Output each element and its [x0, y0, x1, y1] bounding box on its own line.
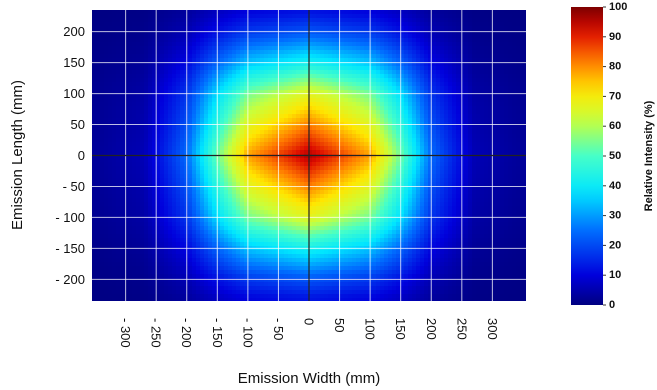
y-tick-label: 200: [63, 24, 85, 39]
y-tick-label: 150: [63, 55, 85, 70]
x-tick-label: 50: [332, 318, 347, 332]
x-tick-label: 300: [485, 318, 500, 340]
colorbar-tick-label: 40: [609, 180, 621, 192]
x-axis-title: Emission Width (mm): [238, 370, 381, 387]
x-tick-label: - 50: [271, 318, 286, 340]
colorbar-tick-label: 60: [609, 120, 621, 132]
y-axis-title: Emission Length (mm): [9, 80, 26, 230]
x-tick-label: - 100: [240, 318, 255, 348]
y-axis-ticks: 200 150 100 50 0 - 50 - 100 - 150 - 200: [55, 24, 85, 287]
x-tick-label: - 200: [179, 318, 194, 348]
x-tick-label: - 150: [210, 318, 225, 348]
y-tick-label: - 50: [63, 179, 85, 194]
colorbar-tick-label: 70: [609, 90, 621, 102]
y-tick-label: 50: [71, 117, 85, 132]
y-tick-label: - 100: [55, 210, 85, 225]
colorbar-tick-label: 50: [609, 150, 621, 162]
x-tick-label: 150: [393, 318, 408, 340]
crosshair: [92, 10, 526, 301]
colorbar-tick-label: 0: [609, 299, 615, 311]
x-tick-label: 100: [363, 318, 378, 340]
colorbar-tick-label: 10: [609, 269, 621, 281]
y-tick-label: - 150: [55, 241, 85, 256]
y-tick-label: - 200: [55, 272, 85, 287]
colorbar-tick-label: 20: [609, 239, 621, 251]
x-tick-label: - 250: [149, 318, 164, 348]
colorbar-tick-label: 100: [609, 1, 627, 13]
y-tick-label: 0: [78, 148, 85, 163]
colorbar-tick-label: 90: [609, 31, 621, 43]
colorbar-tick-label: 80: [609, 61, 621, 73]
x-tick-label: 0: [302, 318, 317, 325]
colorbar: [571, 7, 603, 305]
x-tick-label: - 300: [118, 318, 133, 348]
x-axis-ticks: - 300 - 250 - 200 - 150 - 100 - 50 0 50 100 150 20…: [118, 318, 500, 348]
y-tick-label: 100: [63, 86, 85, 101]
colorbar-tick-label: 30: [609, 210, 621, 222]
x-tick-label: 250: [454, 318, 469, 340]
colorbar-title: Relative Intensity (%): [643, 100, 655, 211]
x-tick-label: 200: [424, 318, 439, 340]
heatmap-surface: [92, 10, 526, 301]
